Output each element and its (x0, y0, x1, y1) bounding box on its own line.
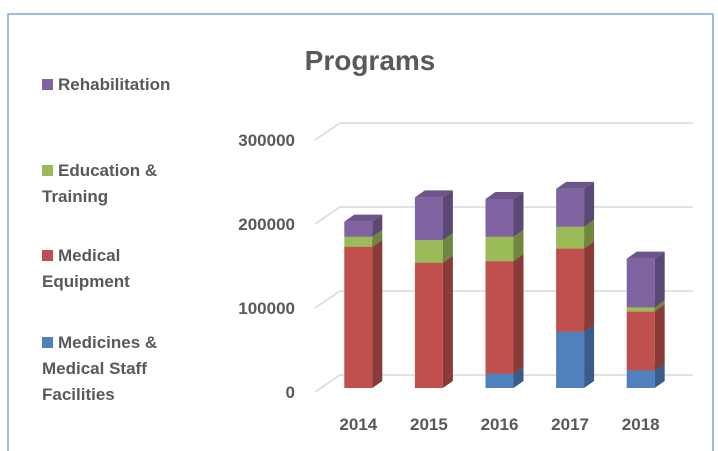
bar-top (556, 181, 595, 189)
bar-segment (556, 181, 595, 227)
bar-side (513, 229, 524, 262)
legend-item: Medical Equipment (42, 243, 182, 295)
legend-label: Medicines & Medical Staff Facilities (42, 333, 158, 404)
x-tick-label: 2015 (410, 415, 448, 434)
bar-segment (344, 239, 383, 388)
legend-item: Rehabilitation (42, 72, 182, 98)
legend-swatch (42, 165, 53, 176)
y-tick-label: 0 (286, 383, 295, 402)
bar-segment (485, 192, 524, 237)
y-tick-label: 200000 (238, 215, 295, 234)
bar-front (556, 248, 585, 332)
bar-front (485, 236, 514, 262)
legend-swatch (42, 337, 53, 348)
bar-side (442, 255, 453, 388)
bar-front (556, 226, 585, 249)
bar-side (513, 254, 524, 374)
legend-item: Education & Training (42, 158, 182, 210)
bar-side (584, 181, 595, 227)
bar-side (654, 363, 665, 388)
bar-front (344, 236, 373, 247)
legend-label: Rehabilitation (58, 75, 171, 94)
bar-segment (414, 190, 453, 241)
legend-swatch (42, 250, 53, 261)
y-tick-label: 300000 (238, 131, 295, 150)
bar-top (414, 190, 453, 198)
x-tick-label: 2014 (339, 415, 377, 434)
bar-segment (414, 255, 453, 388)
bar-front (344, 246, 373, 388)
bar-front (626, 311, 655, 371)
bar-front (626, 307, 655, 312)
bar-segment (626, 251, 665, 308)
bar-front (414, 197, 443, 241)
bar-front (485, 199, 514, 237)
bar-side (584, 219, 595, 249)
bar-top (485, 192, 524, 199)
bar-side (654, 304, 665, 371)
legend-label: Medical Equipment (42, 246, 130, 291)
bar-side (372, 239, 383, 388)
bar-segment (485, 254, 524, 374)
bar-front (556, 188, 585, 227)
bar-top (626, 251, 665, 259)
bar-front (344, 221, 373, 237)
frame (7, 13, 714, 451)
grid-line (314, 122, 693, 141)
legend-swatch (42, 79, 53, 90)
bar-side (442, 233, 453, 263)
bar-side (584, 241, 595, 332)
x-tick-label: 2018 (622, 415, 660, 434)
bar-side (513, 192, 524, 237)
y-tick-label: 100000 (238, 299, 295, 318)
bar-side (513, 366, 524, 388)
x-tick-label: 2016 (481, 415, 519, 434)
bar-segment (556, 241, 595, 332)
bar-side (584, 324, 595, 388)
bar-front (414, 240, 443, 263)
bar-front (626, 258, 655, 308)
bar-front (414, 262, 443, 388)
bar-side (654, 300, 665, 312)
bar-front (485, 373, 514, 388)
bar-segment (626, 304, 665, 371)
bar-front (485, 261, 514, 374)
bar-side (442, 190, 453, 241)
legend-item: Medicines & Medical Staff Facilities (42, 330, 182, 408)
bar-top (344, 214, 383, 222)
bar-segment (344, 214, 383, 237)
x-tick-label: 2017 (551, 415, 589, 434)
legend-label: Education & Training (42, 161, 158, 206)
bar-segment (556, 324, 595, 388)
bar-side (654, 251, 665, 308)
bar-side (372, 214, 383, 237)
chart-title: Programs (305, 45, 436, 76)
bar-front (556, 331, 585, 388)
bar-side (372, 229, 383, 247)
bar-front (626, 370, 655, 388)
